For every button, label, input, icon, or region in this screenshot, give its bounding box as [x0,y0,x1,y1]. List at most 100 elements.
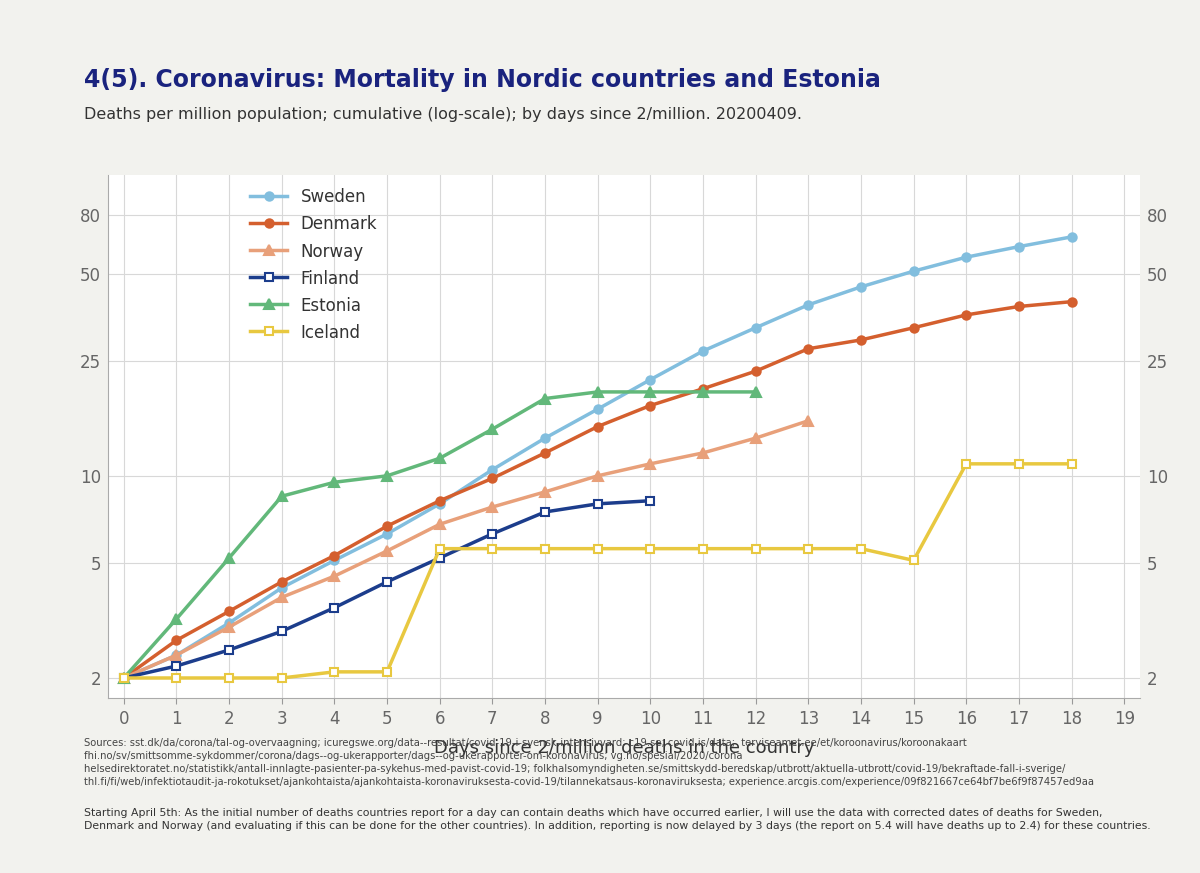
Norway [169,650,184,660]
Iceland [1012,458,1026,469]
Denmark [853,334,868,345]
Denmark [906,322,920,333]
Sweden [485,464,499,475]
Denmark [485,473,499,484]
Norway [590,471,605,481]
Text: 4(5). Coronavirus: Mortality in Nordic countries and Estonia: 4(5). Coronavirus: Mortality in Nordic c… [84,68,881,92]
Iceland [590,543,605,553]
Legend: Sweden, Denmark, Norway, Finland, Estonia, Iceland: Sweden, Denmark, Norway, Finland, Estoni… [251,189,377,342]
Estonia [432,453,446,464]
Iceland [1064,458,1079,469]
Iceland [749,543,763,553]
Finland [485,529,499,540]
Sweden [1064,231,1079,242]
Norway [538,486,552,497]
Text: Sources: sst.dk/da/corona/tal-og-overvaagning; icuregswe.org/data--resultat/covi: Sources: sst.dk/da/corona/tal-og-overvaa… [84,738,1094,787]
Denmark [432,496,446,506]
Finland [590,498,605,509]
Denmark [1012,301,1026,312]
Denmark [328,550,342,560]
Sweden [696,346,710,356]
Line: Finland: Finland [120,497,654,682]
Text: Starting April 5th: As the initial number of deaths countries report for a day c: Starting April 5th: As the initial numbe… [84,808,1151,831]
Norway [485,502,499,512]
Norway [116,673,131,684]
Norway [432,519,446,530]
Iceland [222,673,236,684]
Norway [380,546,395,556]
Finland [222,645,236,656]
Norway [643,458,658,469]
Denmark [538,448,552,458]
Norway [275,592,289,602]
Iceland [802,543,816,553]
Sweden [959,252,973,263]
Iceland [853,543,868,553]
Denmark [590,422,605,432]
Sweden [116,673,131,684]
Iceland [116,673,131,684]
Denmark [169,635,184,645]
Line: Iceland: Iceland [120,460,1075,682]
Line: Sweden: Sweden [120,233,1075,682]
Norway [749,433,763,443]
Sweden [275,582,289,593]
Finland [643,496,658,506]
Finland [275,626,289,636]
Denmark [380,521,395,532]
Norway [222,622,236,632]
Sweden [643,375,658,385]
Sweden [432,498,446,509]
Estonia [116,673,131,684]
Sweden [802,299,816,310]
Iceland [696,543,710,553]
Line: Norway: Norway [119,416,814,683]
Iceland [328,667,342,677]
Norway [802,416,816,426]
Finland [432,553,446,563]
Denmark [749,366,763,376]
Estonia [380,471,395,481]
Text: Deaths per million population; cumulative (log-scale); by days since 2/million. : Deaths per million population; cumulativ… [84,107,802,122]
Denmark [696,383,710,394]
Estonia [749,387,763,397]
Denmark [1064,297,1079,307]
Line: Denmark: Denmark [120,298,1075,682]
X-axis label: Days since 2/million deaths in the country: Days since 2/million deaths in the count… [433,739,815,757]
Estonia [696,387,710,397]
Sweden [380,529,395,540]
Iceland [959,458,973,469]
Finland [116,673,131,684]
Estonia [275,491,289,501]
Sweden [590,404,605,415]
Finland [538,506,552,517]
Estonia [590,387,605,397]
Sweden [169,650,184,660]
Denmark [802,343,816,354]
Sweden [749,322,763,333]
Norway [696,448,710,458]
Iceland [485,543,499,553]
Estonia [169,614,184,624]
Iceland [432,543,446,553]
Denmark [643,401,658,411]
Iceland [643,543,658,553]
Iceland [169,673,184,684]
Finland [328,602,342,613]
Sweden [1012,241,1026,251]
Iceland [380,667,395,677]
Estonia [643,387,658,397]
Estonia [485,424,499,435]
Estonia [538,394,552,404]
Line: Estonia: Estonia [119,387,761,683]
Estonia [328,477,342,487]
Finland [380,576,395,587]
Iceland [538,543,552,553]
Iceland [275,673,289,684]
Sweden [906,266,920,277]
Denmark [959,310,973,320]
Denmark [222,606,236,616]
Norway [328,571,342,581]
Iceland [906,555,920,566]
Denmark [116,673,131,684]
